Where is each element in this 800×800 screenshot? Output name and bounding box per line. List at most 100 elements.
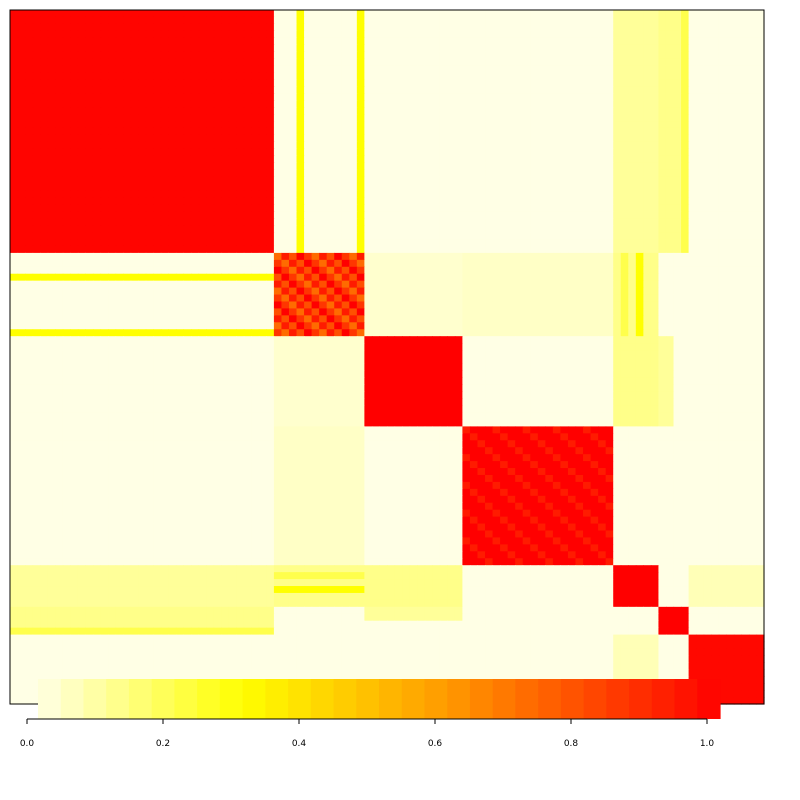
heatmap-cell [658, 322, 667, 330]
heatmap-cell [40, 176, 49, 185]
heatmap-cell [273, 100, 283, 108]
heatmap-cell [319, 225, 328, 233]
heatmap-cell [304, 308, 313, 316]
heatmap-cell [718, 114, 727, 122]
heatmap-cell [417, 169, 426, 178]
heatmap-cell [696, 162, 705, 171]
heatmap-cell [341, 134, 350, 143]
heatmap-cell [703, 301, 712, 310]
heatmap-cell [183, 86, 192, 94]
heatmap-cell [469, 162, 479, 171]
heatmap-cell [32, 65, 41, 74]
heatmap-cell [688, 176, 697, 185]
heatmap-cell [115, 114, 124, 122]
heatmap-cell [32, 232, 41, 240]
heatmap-cell [402, 336, 411, 344]
heatmap-cell [273, 86, 283, 94]
heatmap-cell [402, 266, 411, 275]
heatmap-cell [236, 315, 245, 323]
heatmap-cell [462, 280, 471, 289]
heatmap-cell [447, 204, 456, 212]
heatmap-cell [711, 16, 720, 25]
heatmap-cell [477, 155, 486, 164]
heatmap-cell [703, 51, 712, 60]
heatmap-cell [281, 23, 290, 32]
heatmap-cell [432, 315, 441, 323]
heatmap-cell [432, 162, 441, 171]
heatmap-cell [304, 30, 313, 39]
heatmap-cell [477, 350, 486, 358]
heatmap-cell [160, 266, 169, 275]
heatmap-cell [138, 155, 147, 164]
heatmap-cell [424, 37, 433, 46]
heatmap-cell [47, 245, 56, 254]
heatmap-cell [620, 114, 629, 122]
heatmap-cell [364, 204, 373, 212]
heatmap-cell [47, 350, 56, 358]
heatmap-cell [266, 141, 275, 150]
heatmap-cell [319, 162, 328, 171]
heatmap-cell [575, 30, 584, 39]
heatmap-cell [424, 141, 433, 150]
heatmap-cell [417, 322, 426, 330]
heatmap-cell [311, 65, 320, 74]
heatmap-cell [236, 273, 245, 282]
heatmap-cell [100, 259, 109, 268]
heatmap-cell [364, 301, 373, 310]
heatmap-cell [47, 37, 56, 46]
heatmap-cell [432, 58, 441, 67]
heatmap-cell [115, 134, 124, 143]
heatmap-cell [349, 183, 358, 192]
heatmap-cell [605, 232, 614, 240]
heatmap-cell [462, 162, 471, 171]
heatmap-cell [341, 16, 350, 25]
heatmap-cell [243, 134, 252, 143]
heatmap-cell [620, 162, 629, 171]
heatmap-cell [583, 58, 592, 67]
heatmap-cell [439, 273, 448, 282]
heatmap-cell [319, 329, 328, 337]
heatmap-cell [665, 10, 675, 18]
heatmap-cell [341, 23, 350, 32]
heatmap-cell [304, 343, 313, 351]
heatmap-cell [741, 197, 750, 205]
heatmap-cell [85, 127, 94, 136]
heatmap-cell [681, 169, 690, 178]
heatmap-cell [190, 301, 200, 310]
heatmap-cell [402, 280, 411, 289]
heatmap-cell [537, 350, 546, 358]
heatmap-cell [613, 37, 622, 46]
heatmap-cell [100, 100, 109, 108]
heatmap-cell [454, 107, 463, 115]
heatmap-cell [681, 121, 690, 129]
heatmap-cell [688, 44, 697, 53]
heatmap-cell [613, 65, 622, 74]
heatmap-cell [311, 211, 320, 219]
heatmap-cell [296, 58, 305, 67]
heatmap-cell [153, 107, 162, 115]
heatmap-cell [454, 273, 463, 282]
heatmap-cell [115, 93, 124, 101]
heatmap-cell [100, 190, 109, 198]
heatmap-cell [469, 23, 479, 32]
heatmap-cell [718, 16, 727, 25]
heatmap-cell [748, 190, 758, 198]
heatmap-cell [266, 148, 275, 157]
heatmap-cell [32, 273, 41, 282]
heatmap-cell [281, 239, 290, 247]
heatmap-cell [221, 10, 230, 18]
heatmap-cell [183, 100, 192, 108]
heatmap-cell [387, 294, 396, 303]
heatmap-cell [266, 127, 275, 136]
heatmap-cell [733, 121, 742, 129]
heatmap-cell [598, 287, 607, 296]
heatmap-cell [628, 44, 637, 53]
heatmap-cell [236, 10, 245, 18]
heatmap-cell [62, 148, 71, 157]
heatmap-cell [598, 58, 607, 67]
heatmap-cell [319, 301, 328, 310]
heatmap-cell [492, 329, 501, 337]
heatmap-cell [590, 183, 599, 192]
heatmap-cell [613, 252, 622, 261]
heatmap-cell [349, 176, 358, 185]
